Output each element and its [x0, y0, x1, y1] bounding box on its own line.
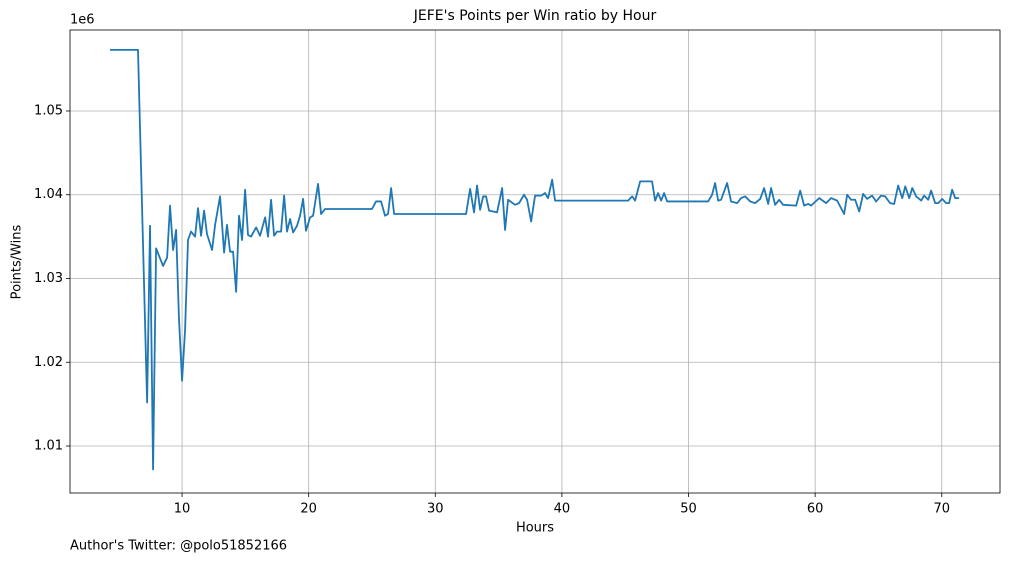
y-tick-label: 1.04 [34, 187, 63, 202]
x-tick-label: 40 [554, 502, 571, 517]
x-tick-label: 30 [427, 502, 444, 517]
x-tick-label: 10 [174, 502, 191, 517]
y-tick-label: 1.02 [34, 355, 63, 370]
x-axis-label: Hours [516, 521, 554, 536]
y-tick-label: 1.05 [34, 103, 63, 118]
x-tick-label: 70 [933, 502, 950, 517]
y-tick-label: 1.01 [34, 439, 63, 454]
x-tick-label: 60 [807, 502, 824, 517]
y-tick-label: 1.03 [34, 271, 63, 286]
x-tick-label: 50 [680, 502, 697, 517]
data-line [110, 48, 960, 471]
y-axis-label: Points/Wins [10, 224, 25, 299]
plot-frame [69, 29, 1001, 494]
x-tick-label: 20 [300, 502, 317, 517]
footnote: Author's Twitter: @polo51852166 [70, 539, 287, 554]
y-offset-label: 1e6 [70, 13, 95, 28]
chart-title: JEFE's Points per Win ratio by Hour [413, 8, 657, 24]
